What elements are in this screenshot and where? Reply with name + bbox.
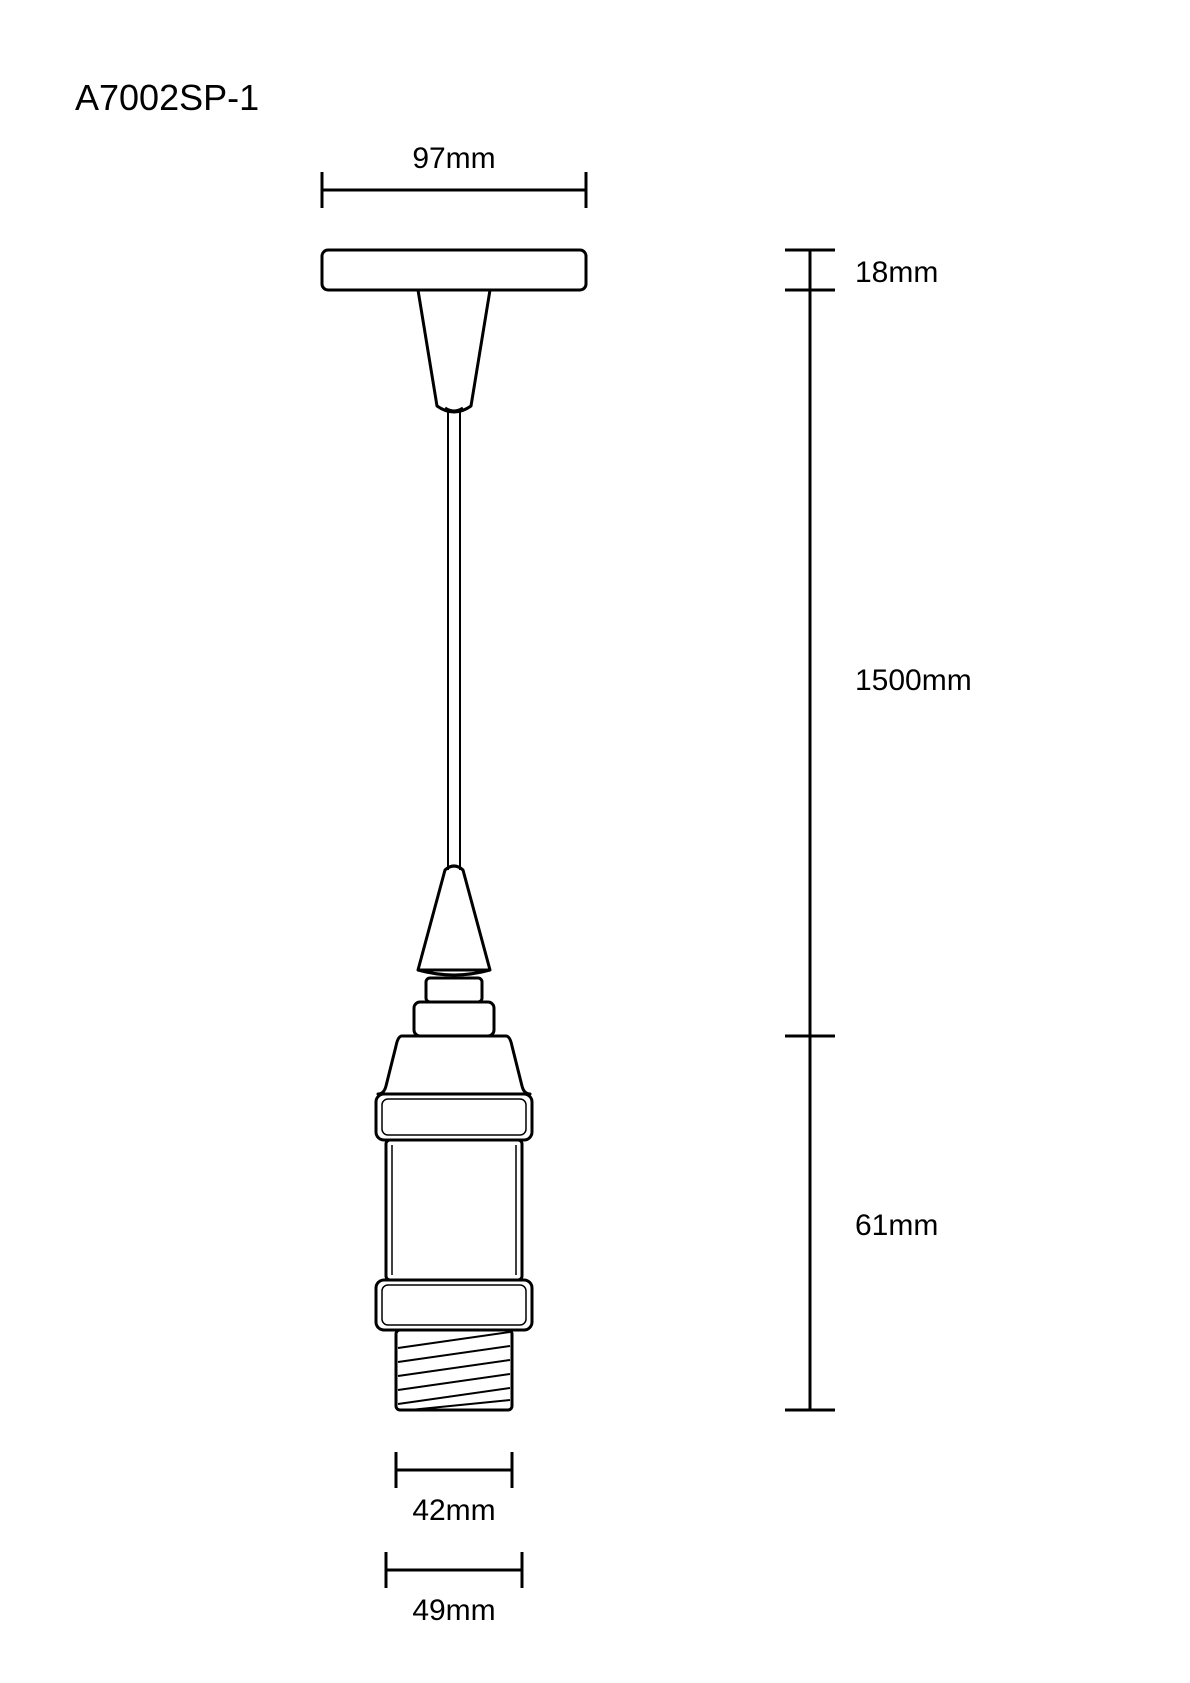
dim-top-width — [322, 172, 586, 208]
thread-hatch — [398, 1332, 510, 1410]
inner-lines — [382, 1099, 526, 1325]
dim-socket-height-label: 61mm — [855, 1209, 938, 1242]
lamp-outline — [322, 250, 586, 1410]
dim-right-axis — [785, 250, 835, 1410]
product-code: A7002SP-1 — [75, 77, 259, 118]
dim-thread-diameter — [396, 1452, 512, 1488]
dim-cord-length-label: 1500mm — [855, 664, 972, 697]
dim-socket-diameter — [386, 1552, 522, 1588]
engineering-drawing: A7002SP-1 — [0, 0, 1190, 1683]
dim-thread-diameter-label: 42mm — [412, 1494, 495, 1527]
dim-socket-diameter-label: 49mm — [412, 1594, 495, 1627]
dim-canopy-height-label: 18mm — [855, 256, 938, 289]
dim-top-width-label: 97mm — [412, 142, 495, 175]
